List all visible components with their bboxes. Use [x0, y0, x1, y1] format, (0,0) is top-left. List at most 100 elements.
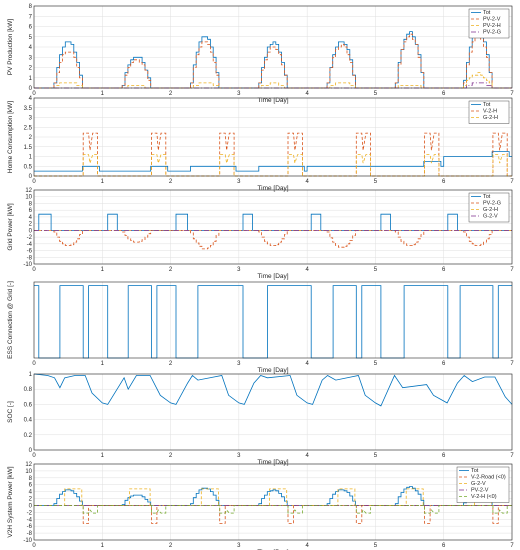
legend-entry: G-2-H: [483, 207, 498, 213]
x-tick-label: 5: [374, 179, 378, 185]
y-tick-label: 8: [29, 4, 33, 10]
y-tick-label: 2: [29, 66, 33, 72]
x-tick-label: 6: [442, 361, 446, 367]
y-axis-label: SOC [-]: [7, 401, 14, 423]
x-tick-label: 1: [101, 179, 105, 185]
y-tick-label: 8: [29, 201, 33, 207]
x-tick-label: 6: [442, 179, 446, 185]
series-line-v-2-road-0: [34, 505, 512, 524]
y-tick-label: 1.5: [24, 145, 33, 151]
x-tick-label: 0: [32, 543, 36, 549]
x-tick-label: 4: [305, 543, 309, 549]
x-tick-label: 6: [442, 453, 446, 459]
series-line-value: [34, 285, 512, 359]
y-tick-label: -8: [27, 531, 33, 537]
plot-frame: [33, 463, 513, 541]
legend-entry: V-2-H (<0): [471, 494, 497, 500]
legend-entry: PV-2-G: [483, 201, 501, 207]
y-tick-label: 5: [29, 35, 33, 41]
y-tick-label: -6: [27, 524, 33, 530]
y-tick-label: -6: [27, 249, 33, 255]
y-tick-label: 3.5: [24, 106, 33, 112]
y-tick-label: 6: [29, 208, 33, 214]
legend-entry: PV-2-V: [483, 17, 501, 23]
x-tick-label: 3: [237, 179, 241, 185]
x-tick-label: 2: [169, 361, 173, 367]
series-line-tot: [34, 213, 512, 231]
plot-frame: [33, 281, 513, 359]
legend-entry: PV-2-V: [471, 488, 489, 494]
series-line-pv-2-h: [34, 72, 512, 89]
y-axis-label: Grid Power [kW]: [7, 203, 14, 251]
x-tick-label: 7: [510, 361, 514, 367]
legend-entry: Tot: [471, 468, 479, 474]
legend-entry: Tot: [483, 194, 491, 200]
legend-entry: Tot: [483, 102, 491, 108]
x-tick-label: 6: [442, 543, 446, 549]
series-line-v-2-h: [34, 132, 512, 177]
x-tick-label: 5: [374, 267, 378, 273]
x-tick-label: 1: [101, 91, 105, 97]
y-tick-label: 4: [29, 490, 33, 496]
x-tick-label: 5: [374, 91, 378, 97]
legend-entry: V-2-Road (<0): [471, 475, 506, 481]
y-tick-label: 0: [29, 174, 33, 180]
y-tick-label: -10: [23, 262, 32, 268]
x-tick-label: 7: [510, 453, 514, 459]
x-tick-label: 0: [32, 91, 36, 97]
legend-entry: V-2-H: [483, 109, 497, 115]
y-tick-label: 3: [29, 55, 33, 61]
legend-entry: G-2-V: [483, 214, 498, 220]
x-tick-label: 2: [169, 91, 173, 97]
x-tick-label: 4: [305, 361, 309, 367]
x-tick-label: 0: [32, 179, 36, 185]
y-axis-label: Home Consumption [kW]: [7, 101, 14, 173]
y-tick-label: 1: [29, 372, 33, 378]
x-tick-label: 5: [374, 453, 378, 459]
plot-frame: [33, 97, 513, 177]
x-tick-label: 7: [510, 179, 514, 185]
y-tick-label: 0: [29, 448, 33, 454]
series-line-v-2-h-0: [34, 505, 512, 514]
y-tick-label: 2: [29, 135, 33, 141]
y-tick-label: 6: [29, 483, 33, 489]
x-axis-label: Time [Day]: [257, 459, 288, 466]
x-tick-label: 3: [237, 361, 241, 367]
plot-frame: [33, 189, 513, 265]
series-line-g-2-h: [34, 154, 512, 177]
x-tick-label: 4: [305, 91, 309, 97]
series-line-value: [33, 373, 513, 407]
y-tick-label: 0.8: [24, 387, 33, 393]
x-tick-label: 0: [32, 361, 36, 367]
plot-frame: [33, 373, 513, 451]
y-tick-label: -8: [27, 255, 33, 261]
legend-entry: G-2-V: [471, 481, 486, 487]
y-axis-label: V2H System Power [kW]: [7, 466, 14, 537]
y-tick-label: 8: [29, 476, 33, 482]
x-tick-label: 2: [169, 453, 173, 459]
x-tick-label: 7: [510, 91, 514, 97]
x-tick-label: 1: [101, 543, 105, 549]
x-tick-label: 6: [442, 267, 446, 273]
y-tick-label: 4: [29, 96, 33, 102]
x-tick-label: 5: [374, 543, 378, 549]
x-tick-label: 5: [374, 361, 378, 367]
x-tick-label: 0: [32, 267, 36, 273]
y-tick-label: 2: [29, 497, 33, 503]
y-tick-label: 0.4: [24, 418, 33, 424]
y-axis-label: ESS Connection @ Grid [-]: [7, 281, 14, 359]
y-tick-label: 10: [25, 469, 32, 475]
y-tick-label: 10: [25, 195, 32, 201]
y-axis-label: PV Production [kW]: [7, 19, 14, 76]
y-tick-label: 0.2: [24, 433, 33, 439]
y-tick-label: 4: [29, 215, 33, 221]
x-tick-label: 4: [305, 179, 309, 185]
legend-entry: PV-2-G: [483, 30, 501, 36]
x-tick-label: 4: [305, 267, 309, 273]
